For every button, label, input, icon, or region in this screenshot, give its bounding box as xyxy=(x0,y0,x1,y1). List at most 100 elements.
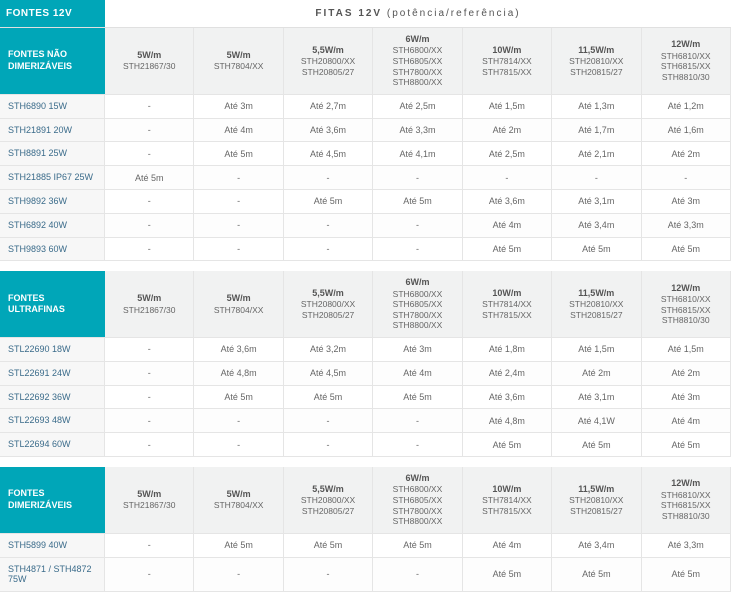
table-cell: Até 5m xyxy=(552,238,641,261)
table-cell: Até 5m xyxy=(194,386,283,409)
column-ref: STH6810/XX xyxy=(644,294,728,305)
table-cell: - xyxy=(373,238,462,261)
table-cell: Até 5m xyxy=(642,433,731,456)
column-ref: STH8810/30 xyxy=(644,315,728,326)
table-cell: Até 1,5m xyxy=(552,338,641,361)
column-ref: STH6810/XX xyxy=(644,490,728,501)
table-cell: - xyxy=(284,558,373,592)
column-ref: STH7804/XX xyxy=(196,500,280,511)
table-cell: Até 3,1m xyxy=(552,386,641,409)
table-row: STH8891 25W-Até 5mAté 4,5mAté 4,1mAté 2,… xyxy=(0,142,731,166)
table-cell: Até 3,6m xyxy=(194,338,283,361)
column-header: 5W/mSTH21867/30 xyxy=(105,28,194,94)
header-right-bold: FITAS 12V xyxy=(315,8,382,19)
column-ref: STH8810/30 xyxy=(644,511,728,522)
column-ref: STH20800/XX xyxy=(286,56,370,67)
column-header: 11,5W/mSTH20810/XXSTH20815/27 xyxy=(552,467,641,533)
column-ref: STH6815/XX xyxy=(644,500,728,511)
table-cell: Até 5m xyxy=(642,558,731,592)
table-cell: - xyxy=(105,95,194,118)
column-power: 12W/m xyxy=(644,478,728,489)
table-cell: Até 5m xyxy=(373,386,462,409)
table-row: STH6892 40W----Até 4mAté 3,4mAté 3,3m xyxy=(0,214,731,238)
main-header: FONTES 12V FITAS 12V (potência/referênci… xyxy=(0,0,731,28)
column-power: 5,5W/m xyxy=(286,484,370,495)
row-label: STH6890 15W xyxy=(0,95,105,118)
table-row: STH21885 IP67 25WAté 5m------ xyxy=(0,166,731,190)
column-ref: STH20810/XX xyxy=(554,299,638,310)
table-cell: Até 3,3m xyxy=(642,214,731,237)
column-ref: STH6800/XX xyxy=(375,45,459,56)
table-row: STH4871 / STH4872 75W----Até 5mAté 5mAté… xyxy=(0,558,731,593)
column-ref: STH7815/XX xyxy=(465,310,549,321)
table-cell: Até 3,6m xyxy=(463,386,552,409)
column-power: 11,5W/m xyxy=(554,484,638,495)
table-row: STH9892 36W--Até 5mAté 5mAté 3,6mAté 3,1… xyxy=(0,190,731,214)
table-cell: - xyxy=(105,190,194,213)
column-ref: STH7804/XX xyxy=(196,305,280,316)
section-header-row: FONTES DIMERIZÁVEIS5W/mSTH21867/305W/mST… xyxy=(0,467,731,534)
table-cell: - xyxy=(105,362,194,385)
table-cell: - xyxy=(373,409,462,432)
column-power: 5W/m xyxy=(107,293,191,304)
column-power: 10W/m xyxy=(465,45,549,56)
column-power: 5W/m xyxy=(196,50,280,61)
column-power: 6W/m xyxy=(375,277,459,288)
column-power: 5W/m xyxy=(107,50,191,61)
table-cell: - xyxy=(194,433,283,456)
table-cell: - xyxy=(105,534,194,557)
table-cell: - xyxy=(373,558,462,592)
table-row: STH9893 60W----Até 5mAté 5mAté 5m xyxy=(0,238,731,262)
table-cell: - xyxy=(194,214,283,237)
table-cell: Até 4m xyxy=(463,534,552,557)
table-cell: - xyxy=(284,433,373,456)
column-header: 11,5W/mSTH20810/XXSTH20815/27 xyxy=(552,28,641,94)
table-cell: Até 2m xyxy=(642,142,731,165)
table-cell: - xyxy=(105,386,194,409)
table-cell: Até 2,5m xyxy=(463,142,552,165)
row-label: STH21891 20W xyxy=(0,119,105,142)
table-cell: Até 4,5m xyxy=(284,362,373,385)
column-ref: STH6815/XX xyxy=(644,305,728,316)
table-cell: - xyxy=(284,214,373,237)
column-header: 5W/mSTH7804/XX xyxy=(194,271,283,337)
column-header: 5,5W/mSTH20800/XXSTH20805/27 xyxy=(284,271,373,337)
table-cell: Até 2m xyxy=(552,362,641,385)
column-ref: STH8810/30 xyxy=(644,72,728,83)
column-ref: STH7800/XX xyxy=(375,310,459,321)
column-ref: STH6815/XX xyxy=(644,61,728,72)
table-cell: Até 5m xyxy=(463,433,552,456)
column-ref: STH20800/XX xyxy=(286,299,370,310)
table-cell: - xyxy=(194,238,283,261)
table-section: FONTES DIMERIZÁVEIS5W/mSTH21867/305W/mST… xyxy=(0,467,731,592)
column-ref: STH6800/XX xyxy=(375,484,459,495)
column-power: 11,5W/m xyxy=(554,288,638,299)
table-cell: - xyxy=(194,409,283,432)
table-cell: - xyxy=(105,409,194,432)
row-label: STH6892 40W xyxy=(0,214,105,237)
table-cell: Até 5m xyxy=(194,142,283,165)
table-section: FONTES ULTRAFINAS5W/mSTH21867/305W/mSTH7… xyxy=(0,271,731,457)
column-ref: STH8800/XX xyxy=(375,77,459,88)
table-cell: Até 5m xyxy=(642,238,731,261)
table-cell: Até 4,8m xyxy=(194,362,283,385)
column-header: 12W/mSTH6810/XXSTH6815/XXSTH8810/30 xyxy=(642,467,731,533)
table-cell: Até 2,1m xyxy=(552,142,641,165)
column-ref: STH6805/XX xyxy=(375,495,459,506)
table-cell: Até 4,8m xyxy=(463,409,552,432)
table-cell: Até 3,1m xyxy=(552,190,641,213)
table-cell: - xyxy=(284,166,373,189)
section-title: FONTES ULTRAFINAS xyxy=(0,271,105,337)
column-power: 10W/m xyxy=(465,288,549,299)
column-ref: STH21867/30 xyxy=(107,500,191,511)
table-cell: Até 5m xyxy=(284,386,373,409)
table-row: STH21891 20W-Até 4mAté 3,6mAté 3,3mAté 2… xyxy=(0,119,731,143)
table-cell: Até 5m xyxy=(463,238,552,261)
column-ref: STH6805/XX xyxy=(375,56,459,67)
column-power: 12W/m xyxy=(644,283,728,294)
header-right-paren: (potência/referência) xyxy=(387,8,521,19)
table-cell: Até 1,3m xyxy=(552,95,641,118)
table-cell: Até 5m xyxy=(552,433,641,456)
column-ref: STH8800/XX xyxy=(375,320,459,331)
row-label: STH5899 40W xyxy=(0,534,105,557)
